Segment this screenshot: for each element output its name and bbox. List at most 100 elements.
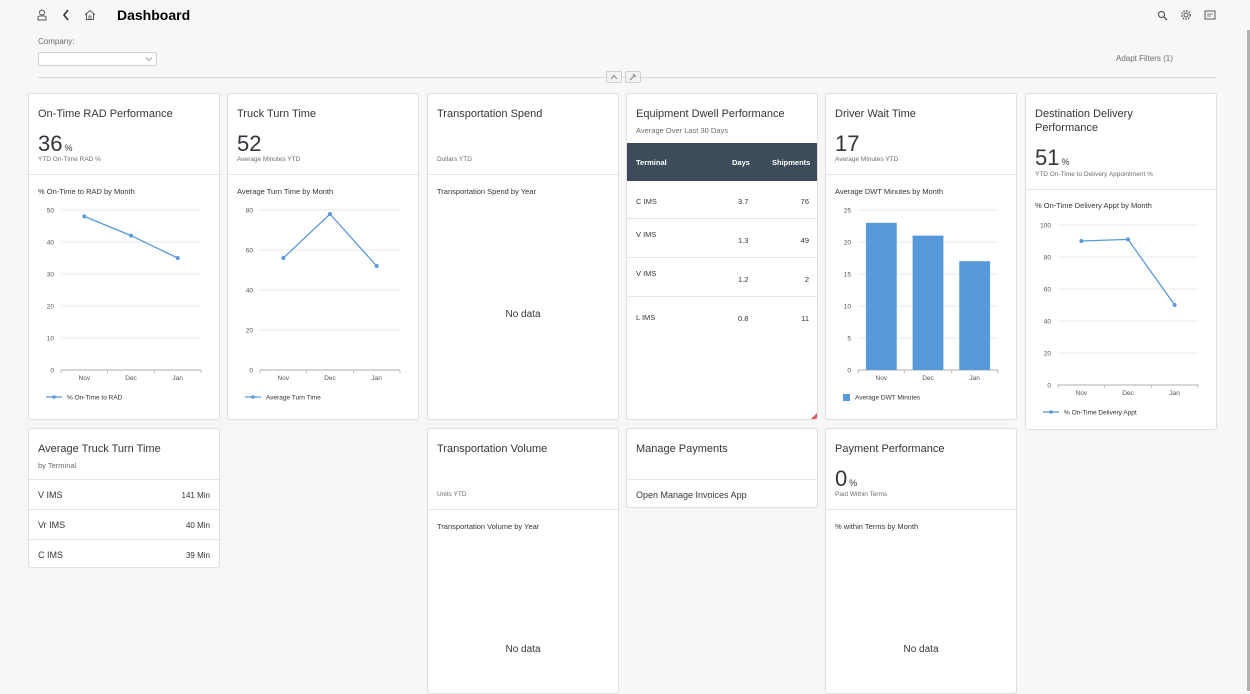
no-data-text: No data: [903, 644, 939, 655]
list-item-name: C IMS: [38, 550, 64, 560]
card-payment-performance[interactable]: Payment Performance 0% Paid Within Terms…: [825, 428, 1017, 694]
back-icon[interactable]: [58, 7, 74, 23]
cell-days: 1.2: [738, 275, 749, 284]
column-header-days[interactable]: Days: [732, 158, 750, 167]
divider: [826, 174, 1016, 175]
table-row[interactable]: V IMS 1.2 2: [627, 259, 817, 297]
chart-title: Transportation Volume by Year: [437, 522, 540, 531]
divider: [228, 174, 418, 175]
x-tick-label: Dec: [922, 375, 934, 382]
card-title: Average Truck Turn Time: [38, 443, 161, 455]
data-point: [374, 264, 379, 268]
legend-marker: [1049, 410, 1053, 414]
cell-shipments: 2: [804, 275, 809, 284]
bar: [959, 261, 991, 370]
table-row[interactable]: C IMS 3.7 76: [627, 181, 817, 219]
divider: [826, 509, 1016, 510]
kpi-value: 52: [237, 131, 262, 156]
list-item-value: 141 Min: [181, 491, 210, 500]
cell-days: 0.8: [738, 314, 749, 323]
column-header-shipments[interactable]: Shipments: [772, 158, 811, 167]
card-subtitle: by Terminal: [38, 461, 77, 470]
y-tick-label: 50: [47, 208, 55, 215]
legend-marker: [251, 395, 255, 399]
resize-handle-icon[interactable]: [811, 413, 817, 419]
card-destination-delivery[interactable]: Destination Delivery Performance 51% YTD …: [1025, 93, 1217, 430]
x-tick-label: Nov: [79, 375, 91, 382]
data-point: [129, 233, 133, 238]
line-chart: 0 20 40 60 80 Nov Dec Jan Average Turn Time: [245, 208, 401, 402]
chart-title: Transportation Spend by Year: [437, 187, 536, 196]
list-item-value: 39 Min: [185, 551, 210, 560]
list-item[interactable]: V IMS 141 Min: [29, 479, 219, 509]
kpi-value: 0%: [835, 466, 858, 491]
user-icon[interactable]: [34, 7, 50, 23]
divider: [1026, 189, 1216, 190]
y-tick-label: 20: [246, 328, 254, 335]
pin-header-button[interactable]: [625, 71, 641, 83]
kpi-value: 51%: [1035, 145, 1070, 170]
bar: [865, 222, 897, 370]
legend-marker: [52, 395, 56, 399]
list-item-name: V IMS: [38, 490, 63, 500]
y-tick-label: 5: [847, 336, 851, 343]
y-tick-label: 20: [47, 304, 55, 311]
adapt-filters-button[interactable]: Adapt Filters (1): [1116, 54, 1173, 63]
x-tick-label: Dec: [324, 375, 336, 382]
notifications-icon[interactable]: [1202, 7, 1218, 23]
search-icon[interactable]: [1154, 7, 1170, 23]
y-tick-label: 40: [246, 288, 254, 295]
y-tick-label: 20: [844, 240, 852, 247]
list-item[interactable]: C IMS 39 Min: [29, 539, 219, 567]
company-select[interactable]: [38, 52, 157, 66]
x-tick-label: Dec: [125, 375, 137, 382]
chart-title: % within Terms by Month: [835, 522, 919, 531]
gear-icon[interactable]: [1178, 7, 1194, 23]
no-data-text: No data: [505, 644, 541, 655]
data-point: [328, 212, 332, 216]
y-tick-label: 10: [844, 304, 852, 311]
y-tick-label: 20: [1044, 351, 1052, 358]
card-transportation-volume[interactable]: Transportation Volume Units YTD Transpor…: [427, 428, 619, 694]
card-ontime-rad[interactable]: On-Time RAD Performance 36% YTD On-Time …: [28, 93, 220, 420]
list-item[interactable]: Vr IMS 40 Min: [29, 509, 219, 539]
kpi-label: Paid Within Terms: [835, 491, 888, 498]
card-manage-payments[interactable]: Manage Payments Open Manage Invoices App: [626, 428, 818, 508]
pin-icon: [629, 73, 637, 81]
data-point: [1079, 239, 1084, 243]
card-truck-turn-time[interactable]: Truck Turn Time 52 Average Minutes YTD A…: [227, 93, 419, 420]
card-title: Destination Delivery Performance: [1035, 108, 1133, 134]
shell-header: Dashboard: [0, 0, 1250, 30]
card-transportation-spend[interactable]: Transportation Spend Dollars YTD Transpo…: [427, 93, 619, 420]
card-title: Transportation Spend: [437, 108, 543, 120]
card-driver-wait-time[interactable]: Driver Wait Time 17 Average Minutes YTD …: [825, 93, 1017, 420]
chart-title: % On-Time to RAD by Month: [38, 187, 135, 196]
x-tick-label: Nov: [1076, 390, 1088, 397]
chart-title: Average DWT Minutes by Month: [835, 187, 944, 196]
y-tick-label: 60: [246, 248, 254, 255]
y-tick-label: 40: [47, 240, 55, 247]
home-icon[interactable]: [82, 7, 98, 23]
x-tick-label: Jan: [969, 375, 980, 382]
data-point: [82, 214, 87, 219]
legend-label: Average DWT Minutes: [855, 395, 921, 402]
y-tick-label: 80: [246, 208, 254, 215]
card-equipment-dwell[interactable]: Equipment Dwell Performance Average Over…: [626, 93, 818, 420]
x-tick-label: Nov: [876, 375, 888, 382]
kpi-label: Average Minutes YTD: [835, 156, 899, 163]
bar-chart: 0 5 10 15 20 25 Nov Dec Jan Average DWT Minutes: [843, 208, 999, 402]
kpi-label: Average Minutes YTD: [237, 156, 301, 163]
card-average-truck-turn-time[interactable]: Average Truck Turn Time by Terminal V IM…: [28, 428, 220, 568]
table-row[interactable]: L IMS 0.8 11: [627, 298, 817, 336]
y-tick-label: 15: [844, 272, 852, 279]
table-row[interactable]: V IMS 1.3 49: [627, 220, 817, 258]
collapse-header-button[interactable]: [606, 71, 622, 83]
column-header-terminal[interactable]: Terminal: [636, 158, 667, 167]
chart-title: % On-Time Delivery Appt by Month: [1035, 201, 1152, 210]
legend-label: % On-Time Delivery Appt: [1064, 410, 1137, 417]
open-manage-invoices-link[interactable]: Open Manage Invoices App: [627, 479, 817, 507]
cell-terminal: L IMS: [636, 313, 656, 322]
vertical-scrollbar[interactable]: [1247, 30, 1250, 691]
list-item-name: Vr IMS: [38, 520, 66, 530]
